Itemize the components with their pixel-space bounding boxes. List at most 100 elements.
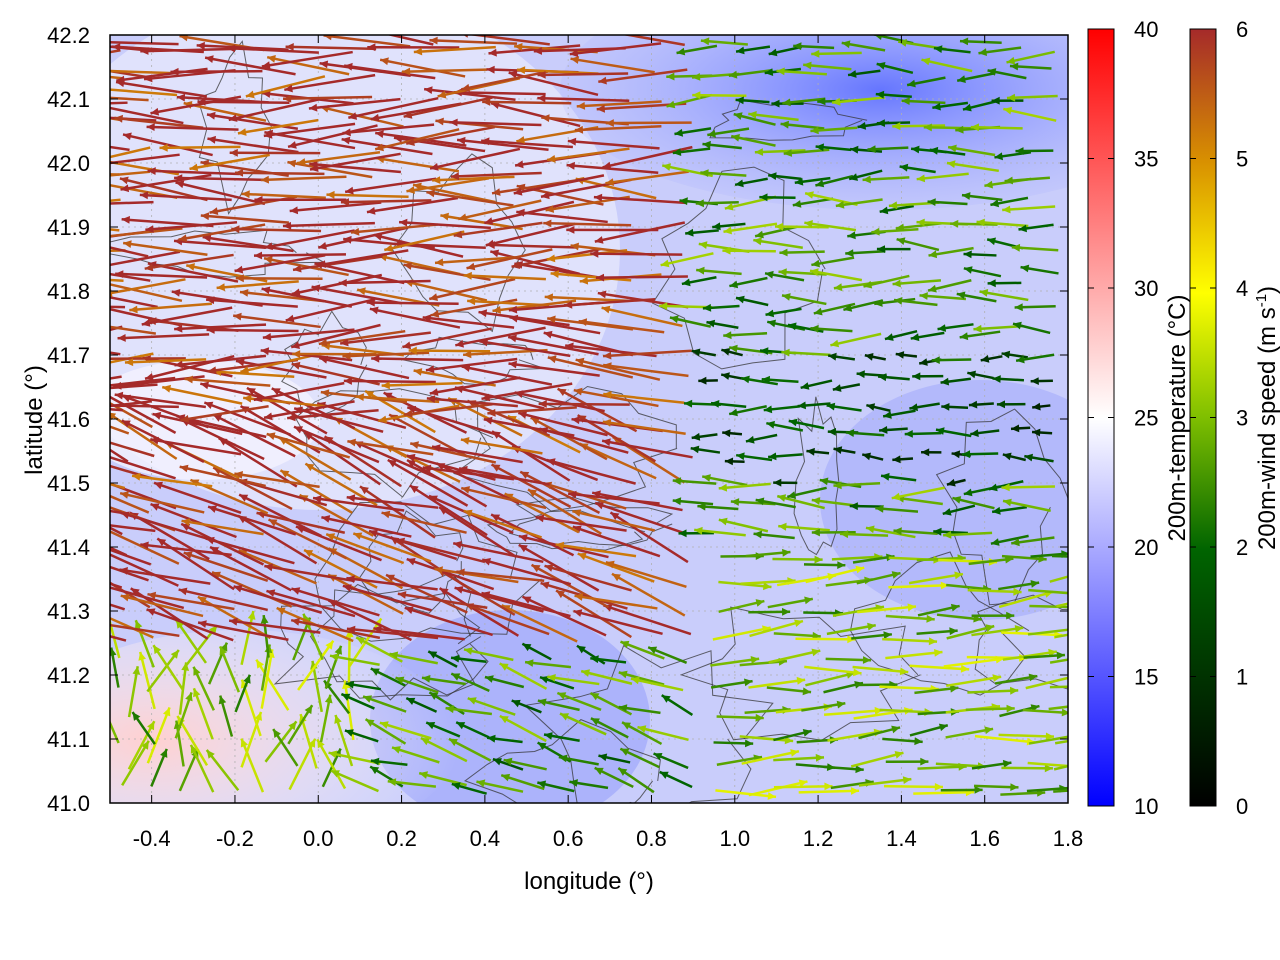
wind-arrow-head <box>853 668 862 677</box>
wind-arrow-head <box>479 338 489 347</box>
wind-arrow <box>713 739 754 748</box>
wind-arrow-shaft <box>740 579 796 585</box>
wind-arrow <box>184 375 271 387</box>
wind-arrow-head <box>36 104 45 112</box>
wind-arrow <box>503 757 547 771</box>
wind-arrow <box>110 249 126 253</box>
wind-arrow-head <box>962 450 971 459</box>
wind-arrow-head <box>482 558 491 566</box>
wind-arrow-head <box>857 122 867 130</box>
wind-arrow-head <box>90 263 99 271</box>
wind-arrow <box>1006 93 1058 102</box>
wind-arrow-head <box>461 83 470 92</box>
wind-arrow <box>110 404 179 409</box>
wind-arrow <box>559 712 607 736</box>
wind-arrow-shaft <box>865 526 916 539</box>
wind-arrow-head <box>492 188 501 196</box>
wind-arrow <box>312 495 405 512</box>
wind-arrow-shaft <box>456 138 549 151</box>
wind-arrow-shaft <box>110 482 126 490</box>
wind-arrow-shaft <box>110 616 154 639</box>
wind-arrow-shaft <box>1028 588 1068 595</box>
y-tick-label: 41.3 <box>47 599 90 624</box>
wind-arrow <box>234 471 320 489</box>
wind-arrow-head <box>413 368 423 376</box>
wind-arrow <box>235 274 323 283</box>
wind-arrow-head <box>921 57 931 66</box>
wind-arrow-head <box>959 332 969 341</box>
wind-arrow <box>937 323 974 332</box>
wind-arrow-head <box>806 447 815 456</box>
wind-arrow-head <box>904 430 913 438</box>
wind-arrow <box>110 395 177 434</box>
wind-arrow-head <box>540 676 549 684</box>
wind-arrow-head <box>228 114 238 122</box>
wind-arrow-shaft <box>486 243 579 249</box>
wind-arrow-head <box>341 693 351 701</box>
wind-arrow-shaft <box>283 95 373 101</box>
wind-arrow-head <box>911 145 920 154</box>
wind-arrow-head <box>403 262 413 270</box>
wind-arrow-shaft <box>570 57 655 74</box>
wind-arrow <box>1020 264 1059 275</box>
contour-line <box>709 99 868 141</box>
wind-arrow-head <box>141 319 151 327</box>
wind-arrow <box>490 463 572 509</box>
wind-arrow-head <box>508 360 517 369</box>
wind-arrow-head <box>150 107 160 116</box>
wind-arrow <box>766 686 812 696</box>
wind-arrow-head <box>420 738 430 746</box>
wind-arrow-shaft <box>423 87 516 102</box>
wind-arrow <box>815 143 852 152</box>
wind-arrow-shaft <box>858 777 912 787</box>
wind-arrow <box>403 262 491 282</box>
wind-arrow <box>661 694 694 716</box>
wind-arrow-head <box>759 193 768 202</box>
wind-arrow <box>263 122 356 139</box>
wind-arrow <box>537 698 580 712</box>
wind-arrow-head <box>950 219 959 228</box>
wind-arrow-shaft <box>235 276 323 280</box>
wind-arrow <box>293 425 380 464</box>
wind-arrow <box>778 522 830 532</box>
wind-arrow <box>788 418 825 430</box>
wind-arrow <box>813 302 856 316</box>
wind-arrow-head <box>363 695 372 703</box>
wind-arrow-shaft <box>323 35 411 48</box>
wind-arrow-head <box>70 318 79 326</box>
wind-arrow <box>575 357 661 381</box>
wind-arrow-head <box>878 373 887 382</box>
wind-arrow <box>240 352 321 374</box>
wind-arrow-head <box>691 348 701 357</box>
wind-arrow-shaft <box>161 385 243 405</box>
wind-arrow-head <box>365 390 375 399</box>
wind-arrow <box>321 515 412 538</box>
wind-arrow-head <box>794 619 803 627</box>
wind-arrow <box>140 541 232 557</box>
wind-arrow-head <box>273 729 281 738</box>
wind-arrow-shaft <box>509 316 601 335</box>
wind-arrow <box>987 68 1027 80</box>
wind-arrow-shaft <box>543 221 632 227</box>
wind-arrow <box>617 767 655 794</box>
wind-arrow-shaft <box>447 396 523 437</box>
wind-arrow-shaft <box>499 714 547 743</box>
wind-arrow-shaft <box>1027 628 1068 636</box>
wind-arrow-head <box>355 393 364 401</box>
wind-arrow-head <box>170 67 179 76</box>
wind-arrow-head <box>190 744 198 754</box>
wind-arrow <box>110 425 130 435</box>
wind-arrow-shaft <box>181 519 264 536</box>
contour-line <box>793 396 840 556</box>
wind-arrow-head <box>410 441 419 449</box>
wind-arrow <box>864 353 886 361</box>
wind-arrow-shaft <box>425 357 518 372</box>
wind-arrow-head <box>511 261 521 269</box>
wind-arrow-head <box>110 412 117 421</box>
wind-arrow-shaft <box>110 272 151 282</box>
wind-arrow <box>540 581 628 610</box>
wind-arrow-head <box>949 684 959 693</box>
wind-arrow <box>724 195 777 211</box>
wind-arrow-shaft <box>141 306 233 326</box>
wind-arrow-shaft <box>343 64 436 80</box>
